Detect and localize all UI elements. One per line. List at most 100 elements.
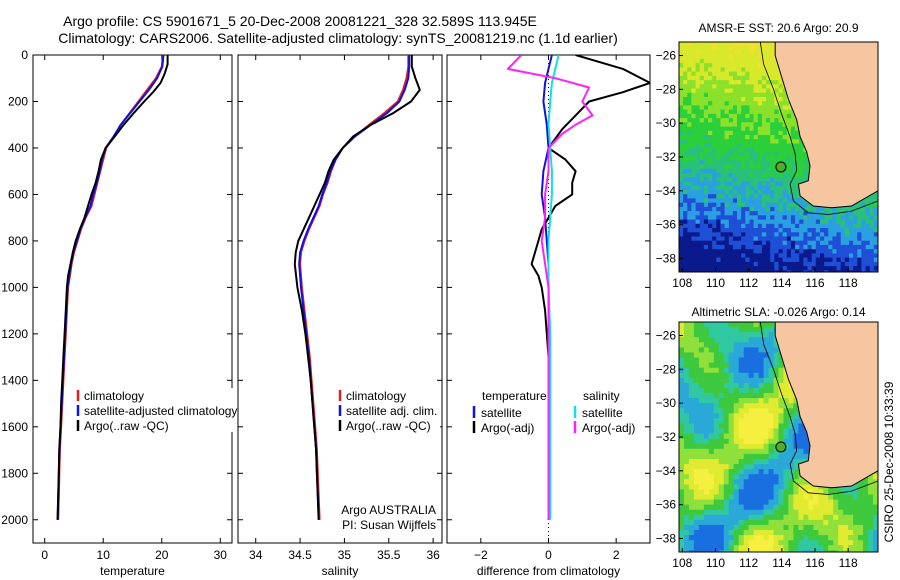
heatmap-cell: [815, 249, 821, 254]
heatmap-cell: [683, 54, 688, 60]
heatmap-cell: [778, 418, 785, 425]
heatmap-cell: [679, 215, 684, 221]
heatmap-cell: [748, 489, 755, 496]
heatmap-cell: [693, 413, 700, 419]
heatmap-cell: [782, 240, 788, 246]
heatmap-cell: [738, 550, 745, 552]
heatmap-cell: [732, 109, 738, 115]
heatmap-cell: [745, 80, 750, 85]
heatmap-cell: [745, 223, 750, 229]
heatmap-cell: [878, 332, 884, 338]
heatmap-cell: [688, 494, 695, 501]
heatmap-cell: [687, 190, 692, 195]
heatmap-cell: [865, 249, 871, 254]
heatmap-cell: [786, 122, 792, 128]
heatmap-cell: [798, 499, 804, 506]
heatmap-cell: [708, 232, 713, 238]
heatmap-cell: [728, 504, 735, 511]
heatmap-cell: [823, 524, 829, 531]
heatmap-cell: [748, 382, 755, 389]
heatmap-cell: [773, 484, 780, 491]
heatmap-cell: [720, 244, 726, 250]
heatmap-cell: [732, 151, 738, 157]
heatmap-cell: [703, 147, 709, 153]
heatmap-cell: [687, 261, 692, 267]
legend-header-salinity: salinity: [583, 389, 620, 403]
heatmap-cell: [778, 143, 784, 149]
heatmap-cell: [836, 236, 842, 242]
heatmap-cell: [683, 101, 688, 106]
heatmap-cell: [766, 181, 771, 187]
heatmap-cell: [782, 109, 788, 115]
heatmap-cell: [698, 494, 705, 501]
heatmap-cell: [695, 202, 701, 208]
heatmap-cell: [815, 240, 821, 246]
heatmap-cell: [716, 223, 721, 229]
heatmap-cell: [743, 469, 750, 475]
heatmap-cell: [782, 194, 788, 199]
heatmap-cell: [840, 223, 846, 229]
heatmap-cell: [703, 448, 710, 455]
heatmap-cell: [699, 130, 705, 136]
heatmap-cell: [743, 524, 750, 531]
heatmap-cell: [763, 453, 770, 460]
heatmap-cell: [688, 514, 695, 521]
heatmap-cell: [807, 257, 813, 263]
heatmap-cell: [712, 147, 717, 153]
heatmap-cell: [783, 372, 790, 379]
heatmap-cell: [749, 130, 755, 136]
heatmap-cell: [753, 479, 760, 485]
heatmap-cell: [684, 362, 690, 369]
heatmap-cell: [698, 327, 705, 333]
heatmap-cell: [708, 58, 713, 64]
heatmap-cell: [713, 489, 720, 496]
heatmap-cell: [793, 545, 799, 551]
heatmap-cell: [757, 190, 763, 195]
heatmap-cell: [782, 130, 788, 136]
heatmap-cell: [741, 135, 746, 140]
heatmap-cell: [749, 211, 755, 216]
heatmap-cell: [770, 80, 775, 85]
heatmap-cell: [724, 92, 730, 98]
heatmap-cell: [757, 253, 763, 259]
heatmap-cell: [824, 219, 829, 225]
heatmap-cell: [688, 459, 695, 465]
heatmap-cell: [808, 494, 814, 501]
heatmap-cell: [774, 253, 780, 259]
heatmap-cell: [699, 270, 705, 272]
heatmap-cell: [773, 494, 780, 501]
heatmap-cell: [749, 236, 755, 242]
heatmap-cell: [774, 109, 780, 115]
heatmap-cell: [703, 474, 710, 480]
heatmap-cell: [818, 519, 824, 526]
heatmap-cell: [770, 46, 775, 51]
heatmap-cell: [873, 540, 878, 546]
heatmap-cell: [703, 393, 710, 399]
heatmap-cell: [728, 249, 734, 254]
heatmap-cell: [683, 105, 688, 111]
heatmap-cell: [824, 240, 829, 246]
heatmap-cell: [684, 443, 690, 450]
y-tick-label: −36: [656, 498, 677, 512]
heatmap-cell: [849, 253, 854, 259]
heatmap-cell: [724, 67, 730, 73]
heatmap-cell: [693, 545, 700, 551]
heatmap-cell: [757, 164, 763, 170]
heatmap-cell: [799, 206, 804, 212]
heatmap-cell: [778, 479, 785, 485]
heatmap-cell: [699, 206, 705, 212]
heatmap-cell: [738, 342, 745, 348]
heatmap-cell: [778, 545, 785, 551]
heatmap-cell: [718, 398, 725, 404]
heatmap-cell: [718, 433, 725, 440]
heatmap-cell: [703, 261, 709, 267]
heatmap-cell: [857, 223, 862, 229]
heatmap-cell: [832, 236, 838, 242]
heatmap-cell: [723, 489, 730, 496]
heatmap-cell: [693, 322, 700, 328]
heatmap-cell: [843, 524, 849, 531]
heatmap-cell: [699, 244, 705, 250]
heatmap-cell: [737, 244, 742, 250]
heatmap-cell: [844, 206, 850, 212]
heatmap-cell: [737, 164, 742, 170]
